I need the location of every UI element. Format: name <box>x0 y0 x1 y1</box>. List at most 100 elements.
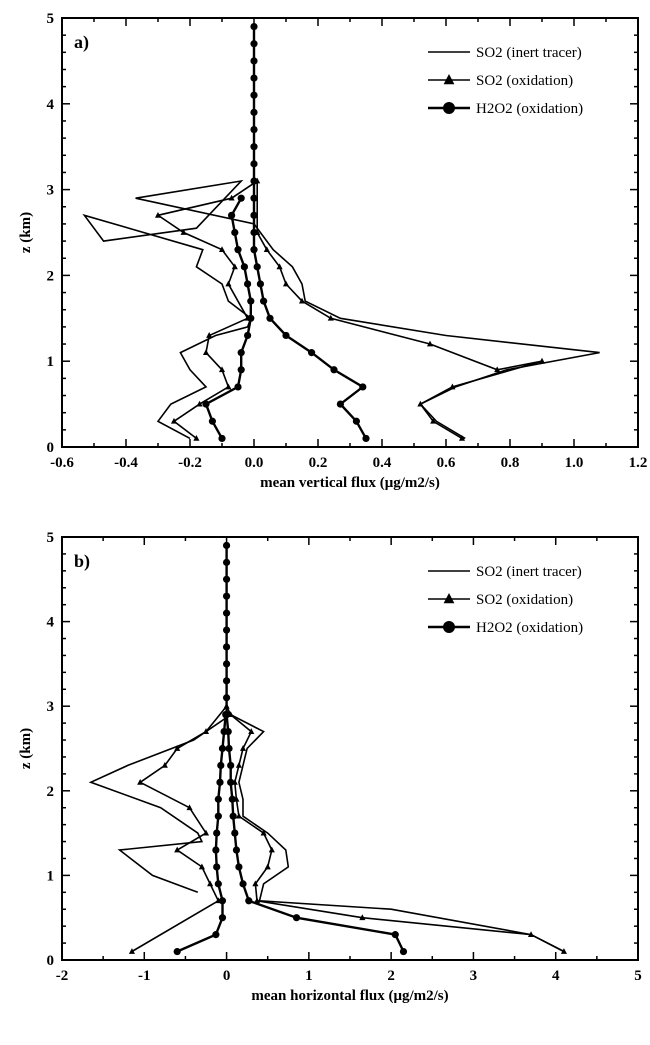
legend: SO2 (inert tracer) SO2 (oxidation) H2O2 (o… <box>428 564 583 636</box>
marker-circle <box>227 761 235 770</box>
marker-triangle <box>180 229 187 235</box>
series-area <box>82 22 600 443</box>
series-line <box>131 704 565 953</box>
y-tick-label: 4 <box>47 97 55 113</box>
marker-triangle <box>206 332 213 338</box>
marker-circle <box>250 125 258 134</box>
x-tick-label: 0.2 <box>309 455 328 471</box>
marker-circle <box>391 931 399 939</box>
marker-triangle <box>228 194 235 201</box>
legend-label: H2O2 (oxidation) <box>476 620 583 636</box>
marker-circle <box>212 846 220 854</box>
marker-triangle <box>154 211 162 218</box>
marker-circle <box>250 22 258 31</box>
marker-circle <box>222 711 230 719</box>
marker-circle <box>228 211 236 219</box>
legend-label: SO2 (inert tracer) <box>476 45 582 61</box>
legend: SO2 (inert tracer) SO2 (oxidation) H2O2 (o… <box>428 45 583 117</box>
marker-triangle <box>239 745 247 751</box>
marker-triangle <box>276 263 283 270</box>
x-tick-label: 0.6 <box>437 455 456 471</box>
marker-circle <box>222 660 231 668</box>
marker-circle <box>234 383 242 391</box>
y-tick-label: 0 <box>47 953 55 969</box>
marker-circle <box>213 829 221 837</box>
marker-circle <box>244 331 252 340</box>
marker-triangle <box>417 400 424 407</box>
series-3 <box>202 22 370 443</box>
marker-circle <box>213 863 221 871</box>
marker-circle <box>212 931 220 939</box>
marker-triangle <box>430 417 437 424</box>
marker-triangle <box>193 435 200 441</box>
marker-circle <box>399 947 408 956</box>
marker-triangle <box>252 880 259 887</box>
x-tick-label: 0.4 <box>373 455 392 471</box>
marker-triangle <box>170 417 178 424</box>
y-tick-label: 3 <box>47 699 55 715</box>
marker-circle <box>250 160 258 168</box>
marker-circle <box>218 897 227 905</box>
marker-circle <box>214 880 222 888</box>
marker-triangle <box>235 762 242 768</box>
marker-triangle <box>560 948 568 954</box>
marker-circle <box>250 108 258 116</box>
x-tick-label: 0 <box>223 968 231 984</box>
marker-circle <box>443 102 455 114</box>
marker-circle <box>227 778 235 786</box>
x-tick-label: -0.6 <box>50 455 74 471</box>
marker-triangle <box>174 846 181 853</box>
series-line <box>156 179 543 440</box>
marker-circle <box>336 400 344 408</box>
y-tick-label: 1 <box>47 868 55 884</box>
marker-triangle <box>207 880 214 887</box>
series-line <box>252 26 368 439</box>
marker-circle <box>250 177 258 185</box>
marker-triangle <box>202 349 210 355</box>
marker-circle <box>256 280 264 288</box>
marker-circle <box>234 246 242 254</box>
series-line-branch <box>204 197 252 439</box>
panel-label: a) <box>74 32 89 53</box>
marker-circle <box>222 609 231 617</box>
x-tick-label: 2 <box>387 968 395 984</box>
legend-label: SO2 (inert tracer) <box>476 564 582 580</box>
series-area <box>88 541 568 956</box>
marker-circle <box>214 795 222 803</box>
marker-circle <box>237 194 245 202</box>
marker-circle <box>237 349 245 357</box>
y-axis-label: z (km) <box>18 212 34 253</box>
series-line <box>225 545 405 953</box>
series-line <box>82 179 600 440</box>
series-line <box>88 713 565 953</box>
legend-label: H2O2 (oxidation) <box>476 101 583 117</box>
y-tick-label: 5 <box>47 11 55 27</box>
marker-circle <box>222 575 231 583</box>
marker-triangle <box>161 762 168 768</box>
marker-triangle <box>218 366 226 373</box>
x-tick-label: 4 <box>552 968 560 984</box>
marker-circle <box>292 914 301 922</box>
x-tick-label: 5 <box>634 968 642 984</box>
series-1 <box>88 713 565 953</box>
marker-circle <box>235 863 243 871</box>
marker-triangle <box>458 435 466 441</box>
y-tick-label: 2 <box>47 268 55 284</box>
marker-circle <box>250 194 258 202</box>
marker-circle <box>245 897 253 905</box>
series-1 <box>82 179 600 440</box>
marker-circle <box>229 812 237 820</box>
y-tick-label: 1 <box>47 354 55 370</box>
marker-triangle <box>218 246 226 253</box>
marker-circle <box>228 795 236 803</box>
x-axis-label: mean vertical flux (μg/m2/s) <box>260 475 440 491</box>
y-tick-label: 4 <box>47 615 55 631</box>
marker-triangle <box>443 593 455 604</box>
marker-triangle <box>225 280 232 287</box>
marker-triangle <box>202 829 210 836</box>
marker-circle <box>216 778 224 786</box>
marker-circle <box>250 211 258 219</box>
marker-triangle <box>196 400 203 407</box>
marker-triangle <box>260 829 267 836</box>
